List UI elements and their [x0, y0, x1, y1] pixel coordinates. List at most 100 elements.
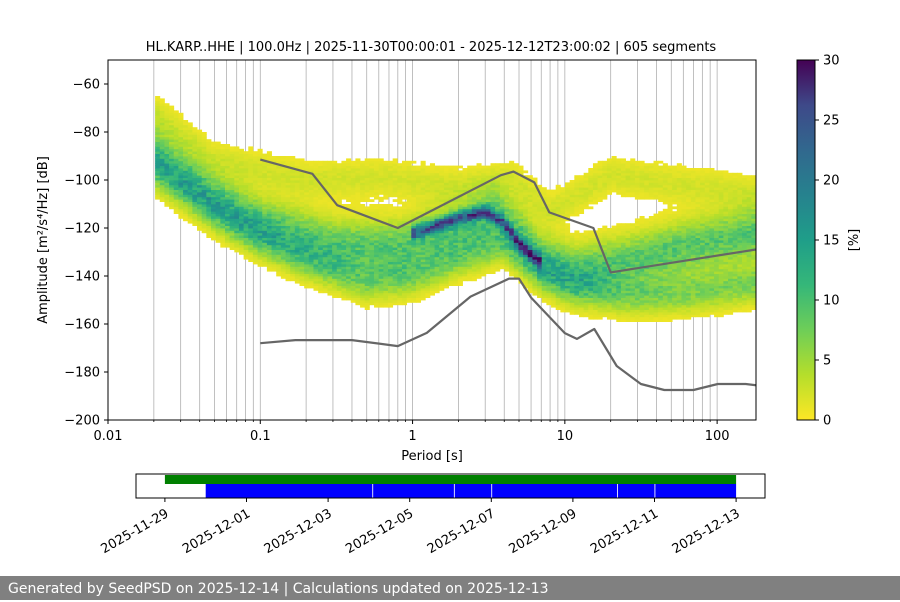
- heatmap-cell: [355, 266, 360, 269]
- heatmap-cell: [449, 166, 454, 169]
- heatmap-cell: [206, 218, 211, 221]
- heatmap-cell: [472, 247, 477, 250]
- heatmap-cell: [244, 223, 249, 226]
- heatmap-cell: [313, 274, 318, 277]
- heatmap-cell: [202, 223, 207, 226]
- heatmap-cell: [546, 257, 551, 260]
- heatmap-cell: [602, 266, 607, 269]
- heatmap-cell: [318, 204, 323, 207]
- heatmap-cell: [216, 233, 221, 236]
- heatmap-cell: [355, 218, 360, 221]
- heatmap-cell: [365, 238, 370, 241]
- heatmap-cell: [402, 211, 407, 214]
- heatmap-cell: [332, 290, 337, 293]
- heatmap-cell: [341, 250, 346, 253]
- heatmap-cell: [584, 197, 589, 200]
- heatmap-cell: [202, 137, 207, 140]
- heatmap-cell: [481, 252, 486, 255]
- heatmap-cell: [290, 242, 295, 245]
- heatmap-cell: [337, 168, 342, 171]
- heatmap-cell: [346, 161, 351, 164]
- heatmap-cell: [388, 206, 393, 209]
- heatmap-cell: [435, 240, 440, 243]
- heatmap-cell: [598, 264, 603, 267]
- heatmap-cell: [369, 252, 374, 255]
- heatmap-cell: [244, 221, 249, 224]
- heatmap-cell: [365, 262, 370, 265]
- heatmap-cell: [584, 175, 589, 178]
- heatmap-cell: [300, 274, 305, 277]
- heatmap-cell: [588, 170, 593, 173]
- heatmap-cell: [160, 194, 165, 197]
- heatmap-cell: [174, 202, 179, 205]
- heatmap-cell: [355, 278, 360, 281]
- heatmap-cell: [341, 166, 346, 169]
- heatmap-cell: [178, 175, 183, 178]
- heatmap-cell: [248, 211, 253, 214]
- heatmap-cell: [211, 211, 216, 214]
- heatmap-cell: [430, 274, 435, 277]
- heatmap-cell: [304, 283, 309, 286]
- heatmap-cell: [192, 221, 197, 224]
- heatmap-cell: [416, 293, 421, 296]
- heatmap-cell: [435, 233, 440, 236]
- heatmap-cell: [574, 247, 579, 250]
- heatmap-cell: [607, 278, 612, 281]
- heatmap-cell: [532, 223, 537, 226]
- heatmap-cell: [197, 130, 202, 133]
- heatmap-cell: [449, 245, 454, 248]
- heatmap-cell: [495, 182, 500, 185]
- heatmap-cell: [332, 271, 337, 274]
- heatmap-cell: [188, 142, 193, 145]
- heatmap-cell: [318, 288, 323, 291]
- heatmap-cell: [509, 190, 514, 193]
- heatmap-cell: [220, 197, 225, 200]
- heatmap-cell: [234, 166, 239, 169]
- heatmap-cell: [351, 274, 356, 277]
- heatmap-cell: [272, 204, 277, 207]
- heatmap-cell: [258, 214, 263, 217]
- heatmap-cell: [593, 310, 598, 313]
- heatmap-cell: [397, 233, 402, 236]
- heatmap-cell: [383, 271, 388, 274]
- heatmap-cell: [369, 264, 374, 267]
- heatmap-cell: [188, 199, 193, 202]
- heatmap-cell: [598, 259, 603, 262]
- heatmap-cell: [216, 218, 221, 221]
- heatmap-cell: [351, 283, 356, 286]
- heatmap-cell: [397, 211, 402, 214]
- heatmap-cell: [612, 281, 617, 284]
- heatmap-cell: [337, 235, 342, 238]
- heatmap-cell: [453, 214, 458, 217]
- heatmap-cell: [546, 264, 551, 267]
- heatmap-cell: [290, 271, 295, 274]
- heatmap-cell: [206, 158, 211, 161]
- heatmap-cell: [211, 206, 216, 209]
- heatmap-cell: [281, 226, 286, 229]
- heatmap-cell: [248, 173, 253, 176]
- heatmap-cell: [570, 293, 575, 296]
- heatmap-cell: [267, 209, 272, 212]
- heatmap-cell: [546, 300, 551, 303]
- heatmap-cell: [472, 204, 477, 207]
- heatmap-cell: [500, 185, 505, 188]
- heatmap-cell: [188, 206, 193, 209]
- heatmap-cell: [393, 206, 398, 209]
- heatmap-cell: [220, 194, 225, 197]
- heatmap-cell: [458, 242, 463, 245]
- heatmap-cell: [472, 192, 477, 195]
- heatmap-cell: [379, 298, 384, 301]
- heatmap-cell: [477, 274, 482, 277]
- heatmap-cell: [155, 98, 160, 101]
- heatmap-cell: [369, 209, 374, 212]
- heatmap-cell: [220, 187, 225, 190]
- heatmap-cell: [323, 262, 328, 265]
- heatmap-cell: [323, 194, 328, 197]
- heatmap-cell: [188, 130, 193, 133]
- heatmap-cell: [551, 245, 556, 248]
- heatmap-cell: [225, 187, 230, 190]
- heatmap-cell: [584, 182, 589, 185]
- heatmap-cell: [472, 230, 477, 233]
- heatmap-cell: [211, 202, 216, 205]
- heatmap-cell: [486, 185, 491, 188]
